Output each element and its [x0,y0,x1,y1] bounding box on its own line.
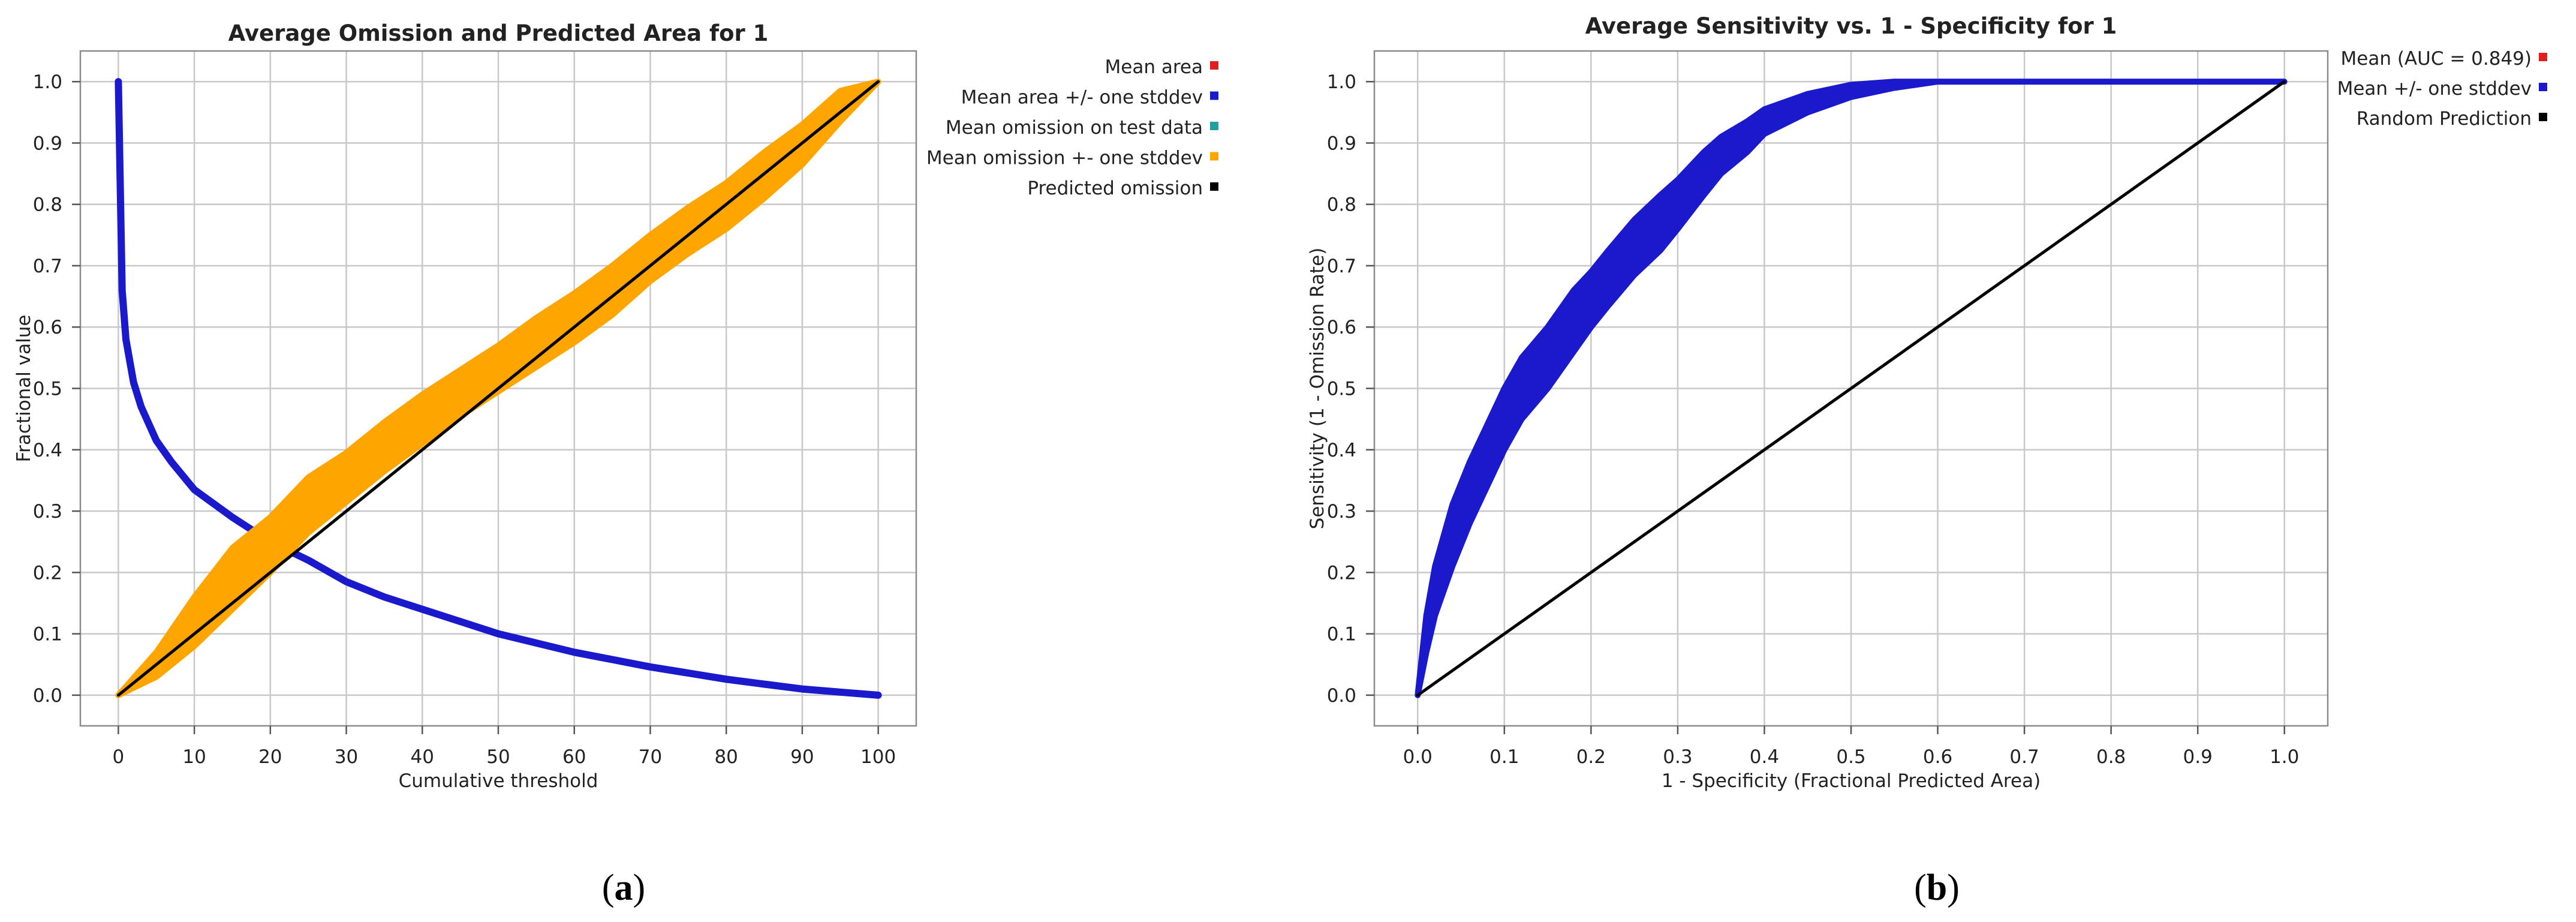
legend-label: Random Prediction [2357,108,2532,130]
legend-swatch [1210,152,1218,161]
series-random-prediction-line [1416,80,2286,697]
y-axis-label: Fractional value [13,315,35,462]
x-tick-label: 0.5 [1836,746,1865,768]
y-tick-label: 1.0 [1327,71,1356,93]
panel-letter: a [615,867,633,908]
y-tick-label: 0.4 [1327,440,1356,461]
series-predicted-omission-line [116,80,880,697]
y-tick-label: 0.3 [33,501,62,522]
x-tick-label: 0.4 [1750,746,1779,768]
legend-label: Mean area [1105,56,1203,78]
x-tick-label: 100 [860,746,896,768]
x-tick-label: 0.6 [1923,746,1952,768]
chart-title: Average Sensitivity vs. 1 - Specificity … [1585,13,2117,39]
x-tick-label: 90 [790,746,814,768]
legend-swatch [2539,53,2547,61]
x-tick-label: 0.0 [1403,746,1433,768]
y-tick-label: 0.1 [1327,624,1356,645]
x-tick-label: 0.3 [1663,746,1692,768]
x-tick-label: 0 [112,746,124,768]
x-axis-label: Cumulative threshold [399,770,598,792]
y-tick-label: 0.4 [33,440,62,461]
y-tick-label: 0.9 [33,133,62,154]
x-tick-label: 0.8 [2096,746,2126,768]
panel-letter: b [1927,867,1947,908]
chart-panel-b: 0.0 0.1 0.2 0.3 0.4 0.5 0.6 0.7 0.8 0.9 1.0 0.0 0.1 0… [1307,13,2547,908]
panel-label: (b) [1914,867,1960,908]
legend-swatch [1210,91,1218,100]
y-tick-label: 0.6 [1327,317,1356,338]
x-tick-label: 10 [182,746,206,768]
y-tick-label: 0.0 [1327,685,1356,707]
y-tick-label: 1.0 [33,71,62,93]
legend-swatch [2539,113,2547,121]
y-tick-label: 0.0 [33,685,62,707]
x-tick-label: 80 [714,746,738,768]
y-tick-label: 0.7 [1327,256,1356,277]
legend-swatch [1210,61,1218,70]
legend-label: Mean area +/- one stddev [961,87,1203,109]
y-tick-label: 0.1 [33,624,62,645]
x-axis-label: 1 - Specificity (Fractional Predicted Ar… [1662,770,2041,792]
legend-label: Predicted omission [1027,178,1203,199]
legend-label: Mean omission +- one stddev [926,148,1203,169]
chart-panel-a: 0 10 20 30 40 50 60 70 80 90 100 0.0 0.1 0.2 0.3 0.4 0.5… [13,20,1218,908]
y-tick-label: 0.6 [33,317,62,338]
y-tick-label: 0.5 [1327,379,1356,400]
x-tick-label: 1.0 [2270,746,2299,768]
legend-swatch [1210,122,1218,130]
x-tick-label: 0.2 [1576,746,1606,768]
x-tick-label: 30 [335,746,358,768]
legend-label: Mean +/- one stddev [2337,78,2532,100]
y-axis-label: Sensitivity (1 - Omission Rate) [1307,248,1328,530]
x-tick-label: 20 [258,746,282,768]
x-tick-label: 0.9 [2183,746,2213,768]
x-tick-label: 40 [411,746,434,768]
legend: Mean area Mean area +/- one stddev Mean om… [926,56,1218,199]
y-tick-label: 0.8 [33,194,62,216]
x-tick-label: 60 [562,746,586,768]
legend-label: Mean omission on test data [946,117,1203,139]
chart-title: Average Omission and Predicted Area for … [228,20,769,46]
legend-swatch [2539,83,2547,91]
series-mean-area-one-stddev-line [115,78,882,699]
legend-swatch [1210,182,1218,191]
y-tick-label: 0.3 [1327,501,1356,522]
x-tick-label: 0.7 [2009,746,2039,768]
legend-label: Mean (AUC = 0.849) [2341,48,2532,70]
x-tick-label: 0.1 [1489,746,1519,768]
y-tick-label: 0.9 [1327,133,1356,154]
x-tick-label: 70 [639,746,662,768]
panel-label: (a) [602,867,645,908]
x-tick-label: 50 [486,746,510,768]
y-tick-label: 0.8 [1327,194,1356,216]
y-tick-label: 0.2 [1327,562,1356,584]
y-tick-label: 0.7 [33,256,62,277]
legend: Mean (AUC = 0.849) Mean +/- one stddev Ran… [2337,48,2547,130]
y-tick-label: 0.2 [33,562,62,584]
y-tick-label: 0.5 [33,379,62,400]
